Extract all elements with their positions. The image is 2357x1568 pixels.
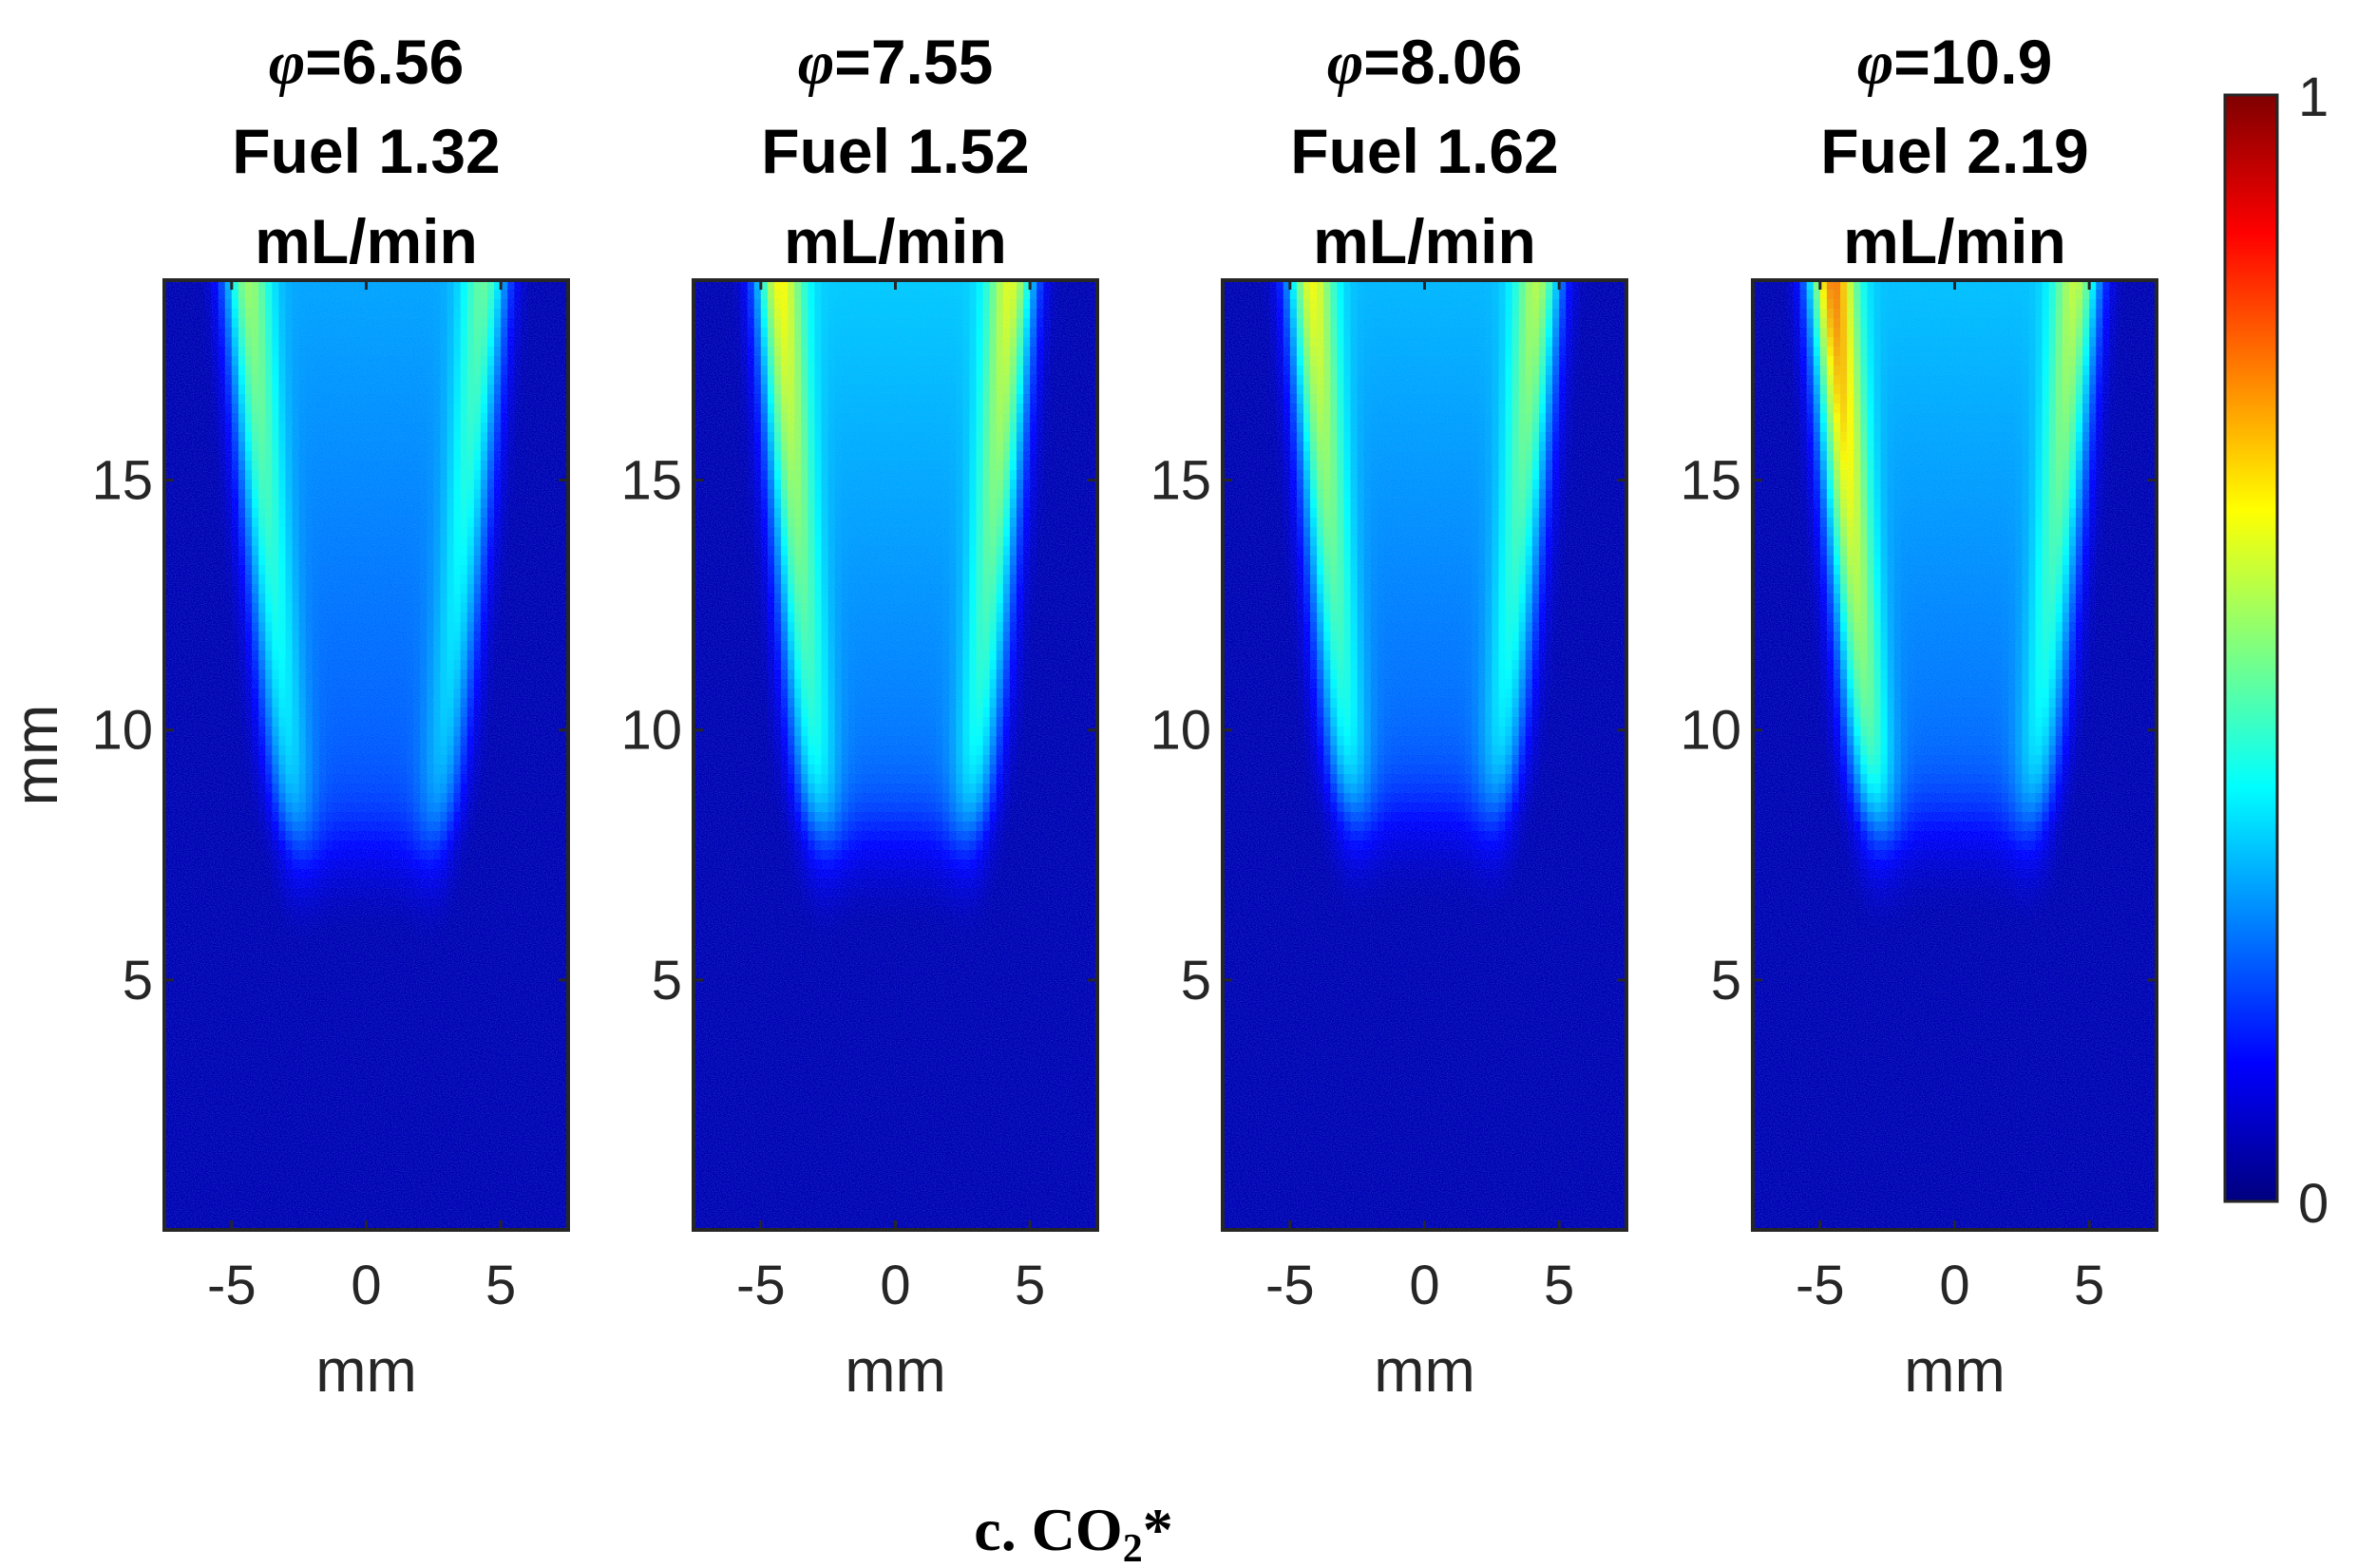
heatmap-cells — [164, 280, 568, 1230]
